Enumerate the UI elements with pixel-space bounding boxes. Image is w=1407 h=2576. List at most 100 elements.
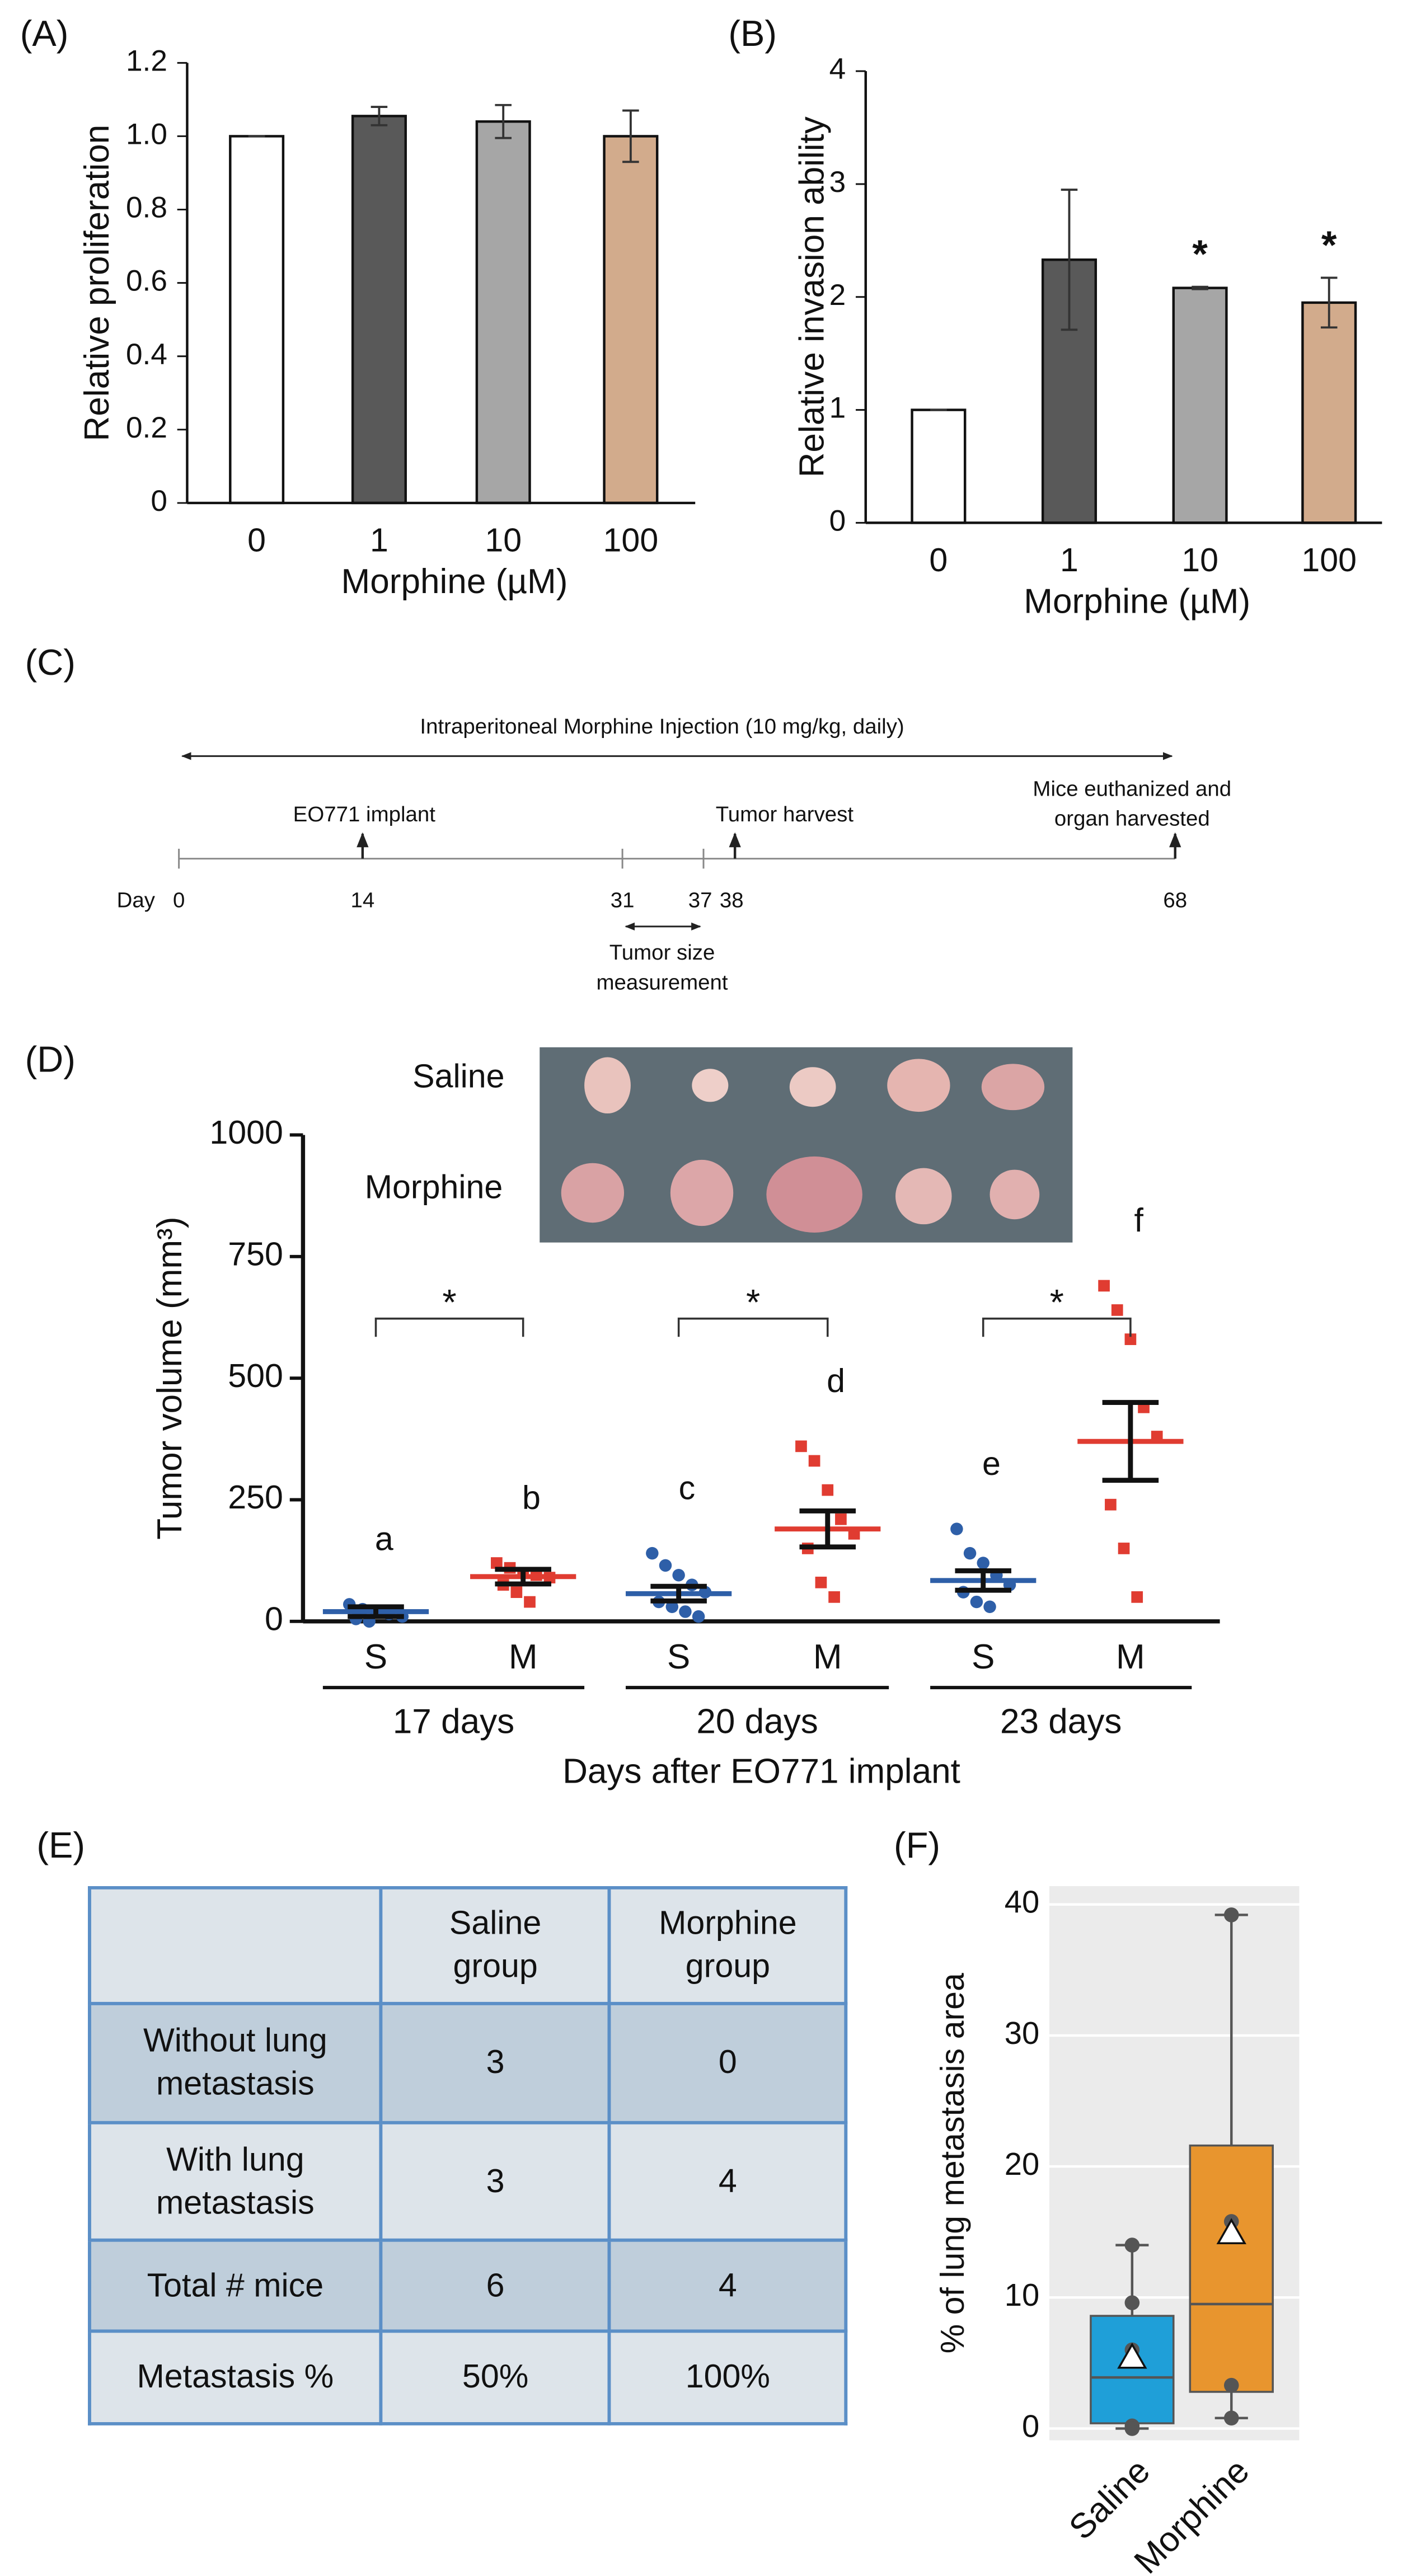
point (1223, 2410, 1239, 2426)
cell-text: 4 (718, 2267, 737, 2304)
point (983, 1600, 996, 1613)
group-label: 20 days (696, 1703, 818, 1741)
header-cell: Saline group (449, 1906, 542, 1986)
event-label: Mice euthanized and organ harvested (1033, 775, 1232, 831)
y-tick-label: 3 (829, 166, 846, 199)
group-letter: d (827, 1362, 845, 1399)
cell: 6 (379, 2238, 612, 2333)
day-number: 0 (173, 889, 185, 913)
event-label: EO771 implant (293, 802, 436, 826)
x-tick-label: M (509, 1638, 538, 1676)
panel-label: (F) (894, 1825, 940, 1865)
x-tick-label: 10 (485, 521, 522, 559)
y-tick-label: 0.4 (126, 338, 167, 371)
x-tick-label: S (972, 1638, 995, 1676)
cell: Total # mice (88, 2238, 383, 2333)
y-tick-label: 0.6 (126, 265, 167, 298)
point (822, 1484, 834, 1496)
cell-text: 3 (486, 2163, 505, 2200)
y-tick-label: 250 (228, 1478, 283, 1516)
significance-mark: * (746, 1282, 760, 1323)
significance-bracket (374, 1317, 524, 1337)
point (977, 1557, 989, 1569)
timeline: (C) Intraperitoneal Morphine Injection (… (25, 642, 1232, 995)
y-tick-label: 20 (1005, 2146, 1039, 2182)
y-tick-label: 500 (228, 1357, 283, 1394)
bar (1301, 301, 1357, 524)
day-number: 31 (611, 889, 635, 913)
y-tick-label: 4 (829, 53, 846, 86)
y-tick-label: 1.2 (126, 44, 167, 77)
header-cell: Morphine group (659, 1906, 797, 1986)
y-tick-label: 0.2 (126, 411, 167, 444)
y-tick-label: 0 (1022, 2408, 1039, 2443)
bar (1172, 286, 1228, 524)
tumor (692, 1069, 729, 1102)
x-tick-label: 1 (370, 521, 388, 559)
y-tick-label: 30 (1005, 2015, 1039, 2051)
point (1223, 2377, 1239, 2393)
group-letter: b (522, 1479, 541, 1516)
point (815, 1576, 827, 1588)
box (1189, 2144, 1274, 2393)
panel-label: (E) (36, 1825, 85, 1865)
row-label: Total # mice (147, 2267, 324, 2304)
x-tick-label: 100 (603, 521, 659, 559)
x-axis-label: Morphine (µM) (1024, 582, 1250, 621)
significance-mark: * (442, 1282, 456, 1323)
measurement-box: Tumor size measurement (596, 939, 728, 995)
event-label: Tumor harvest (716, 802, 854, 826)
day-number: 68 (1163, 889, 1187, 913)
bar (603, 135, 659, 505)
y-tick-label: 0 (829, 504, 846, 537)
tumor (895, 1168, 952, 1225)
point (659, 1559, 672, 1572)
measurement-label: Tumor size measurement (596, 939, 728, 995)
point (679, 1605, 692, 1618)
point (963, 1546, 977, 1560)
point (1131, 1591, 1143, 1603)
significance-bracket (677, 1317, 829, 1337)
y-tick-label: 1 (829, 392, 846, 425)
point (970, 1595, 983, 1609)
cell: 0 (608, 2001, 848, 2124)
cell: 3 (379, 2121, 612, 2242)
mean-marker (1216, 2218, 1246, 2245)
group-label: 17 days (393, 1703, 514, 1741)
table: Saline group Morphine group Without lung… (88, 1886, 848, 2425)
point (510, 1586, 523, 1599)
tumor-photo (540, 1047, 1073, 1243)
x-tick-label: 0 (247, 521, 266, 559)
significance-bracket (982, 1317, 1132, 1337)
y-tick-label: 10 (1005, 2277, 1039, 2312)
cell-text: 100% (685, 2359, 771, 2396)
cell-text: 3 (486, 2044, 505, 2081)
y-tick-label: 0 (151, 485, 167, 518)
y-tick-label: 1.0 (126, 118, 167, 151)
point (692, 1610, 705, 1623)
x-tick-label: 100 (1301, 541, 1357, 579)
significance-mark: * (1050, 1282, 1064, 1323)
bar (911, 408, 967, 524)
cell: Without lung metastasis (88, 2001, 383, 2124)
tumor (981, 1064, 1045, 1111)
point (835, 1513, 847, 1525)
x-axis-label: Morphine (µM) (341, 562, 568, 601)
point (1111, 1304, 1123, 1316)
cell: Metastasis % (88, 2329, 383, 2425)
bar (229, 135, 285, 505)
mean-marker (1117, 2342, 1147, 2369)
cell-text: 4 (718, 2163, 737, 2200)
point (665, 1600, 679, 1613)
tumor (887, 1059, 950, 1112)
tumor (584, 1057, 631, 1114)
x-tick-label: M (1116, 1638, 1145, 1676)
group-letter: a (375, 1520, 393, 1558)
point (524, 1596, 536, 1608)
y-axis-label: Tumor volume (mm³) (151, 1217, 189, 1540)
injection-label: Intraperitoneal Morphine Injection (10 m… (420, 714, 904, 739)
cell: 50% (379, 2329, 612, 2425)
x-tick-label: M (813, 1638, 842, 1676)
tumor (670, 1159, 734, 1226)
